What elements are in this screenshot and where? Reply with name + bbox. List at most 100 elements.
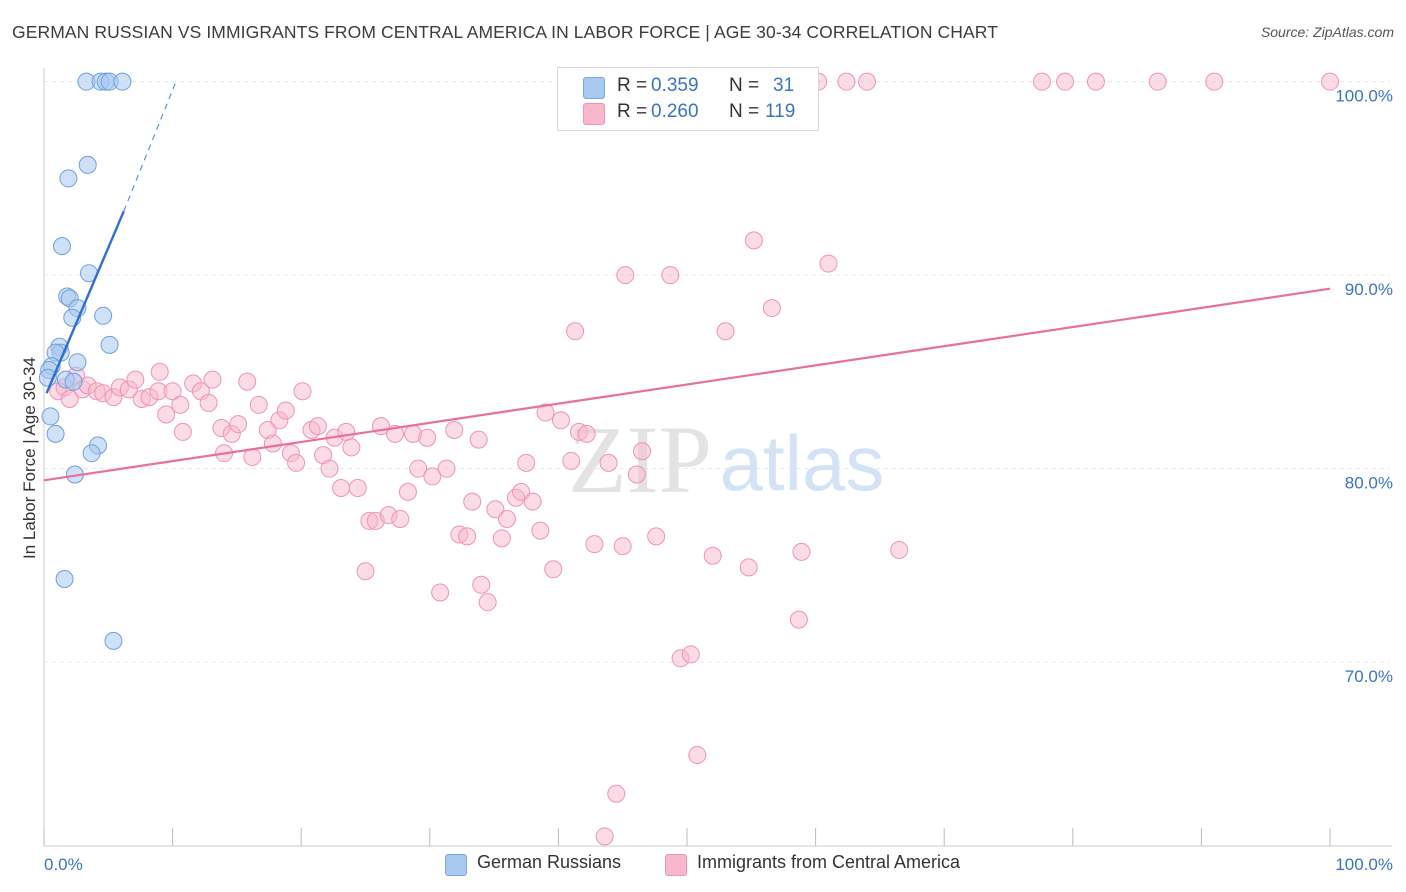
data-point-central-america [203,370,222,389]
tick-labels: 70.0% 80.0% 90.0% 100.0% 0.0% 100.0% [44,87,1393,874]
data-point-central-america [890,540,909,559]
data-point-central-america [398,482,417,501]
data-point-central-america [497,509,516,528]
y-tick-label: 100.0% [1335,87,1393,106]
trend-line-central-america [43,287,1331,482]
data-point-central-america [391,509,410,528]
data-point-central-america [523,492,542,511]
y-tick-label: 80.0% [1345,474,1393,493]
series-central-america-points [49,72,1339,846]
grid-lines [44,81,1390,663]
data-point-central-america [512,482,531,501]
data-point-central-america [458,527,477,546]
data-point-central-america [249,395,268,414]
data-point-central-america [163,382,182,401]
bottom-legend-label: Immigrants from Central America [697,852,961,872]
data-point-central-america [1205,72,1224,91]
data-point-central-america [1032,72,1051,91]
bottom-legend-label: German Russians [477,852,622,872]
legend-swatch-blue [583,77,605,99]
y-axis-title: In Labor Force | Age 30-34 [20,357,39,559]
data-point-central-america [150,362,169,381]
data-point-german-russians [94,306,113,325]
data-point-central-america [418,428,437,447]
data-point-central-america [517,453,536,472]
data-point-central-america [126,370,145,389]
data-point-central-america [199,393,218,412]
data-point-central-america [632,442,651,461]
data-point-central-america [536,403,555,422]
data-point-central-america [688,746,707,765]
legend-swatch-pink [583,103,605,125]
data-point-central-america [463,492,482,511]
data-point-german-russians [82,444,101,463]
data-point-central-america [238,372,257,391]
trend-lines [43,83,1331,482]
data-point-german-russians [64,372,83,391]
data-point-german-russians [78,155,97,174]
data-point-central-america [478,593,497,612]
data-point-central-america [1148,72,1167,91]
source-label: Source: ZipAtlas.com [1260,24,1394,40]
data-point-german-russians [113,72,132,91]
data-point-central-america [647,527,666,546]
y-tick-label: 70.0% [1345,667,1393,686]
legend-n-label: N = [729,101,760,122]
legend-r-label: R = [617,75,648,96]
bottom-legend-swatch-pink [665,854,687,876]
data-point-central-america [566,322,585,341]
data-point-central-america [819,254,838,273]
data-point-central-america [599,453,618,472]
data-point-german-russians [41,407,60,426]
chart-title: GERMAN RUSSIAN VS IMMIGRANTS FROM CENTRA… [12,22,999,42]
data-point-central-america [1321,72,1339,91]
data-point-central-america [595,827,614,846]
data-point-central-america [445,420,464,439]
data-point-central-america [551,411,570,430]
legend-n-value: 31 [773,75,795,96]
trend-line-german-russians [45,210,125,394]
trend-line-german-russians-extension [123,83,176,212]
data-point-central-america [1086,72,1105,91]
data-point-central-america [287,453,306,472]
data-point-central-america [744,231,763,250]
watermark-atlas: atlas [720,419,885,507]
data-point-central-america [739,558,758,577]
legend-r-value: 0.359 [651,75,699,96]
data-point-central-america [263,434,282,453]
data-point-central-america [472,575,491,594]
data-point-central-america [431,583,450,602]
correlation-legend: R = 0.359 N = 31 R = 0.260 N = 119 [557,67,819,131]
data-point-central-america [276,401,295,420]
data-point-central-america [423,467,442,486]
data-point-central-america [613,537,632,556]
data-point-central-america [562,451,581,470]
series-german-russians-points [38,72,132,650]
legend-r-label: R = [617,101,648,122]
data-point-german-russians [104,631,123,650]
data-point-central-america [157,405,176,424]
data-point-central-america [837,72,856,91]
data-point-german-russians [59,169,78,188]
data-point-central-america [531,521,550,540]
legend-n-label: N = [729,75,760,96]
data-point-central-america [1056,72,1075,91]
data-point-central-america [332,479,351,498]
data-point-german-russians [100,335,119,354]
data-point-central-america [293,382,312,401]
data-point-central-america [577,424,596,443]
data-point-central-america [308,417,327,436]
bottom-legend-swatch-blue [445,854,467,876]
data-point-central-america [356,562,375,581]
data-point-central-america [171,395,190,414]
data-point-central-america [342,438,361,457]
data-point-central-america [762,299,781,318]
data-point-german-russians [46,424,65,443]
data-point-central-america [60,390,79,409]
data-point-central-america [469,430,488,449]
legend-n-value: 119 [765,101,796,122]
data-point-central-america [337,422,356,441]
data-point-central-america [703,546,722,565]
data-point-central-america [320,459,339,478]
